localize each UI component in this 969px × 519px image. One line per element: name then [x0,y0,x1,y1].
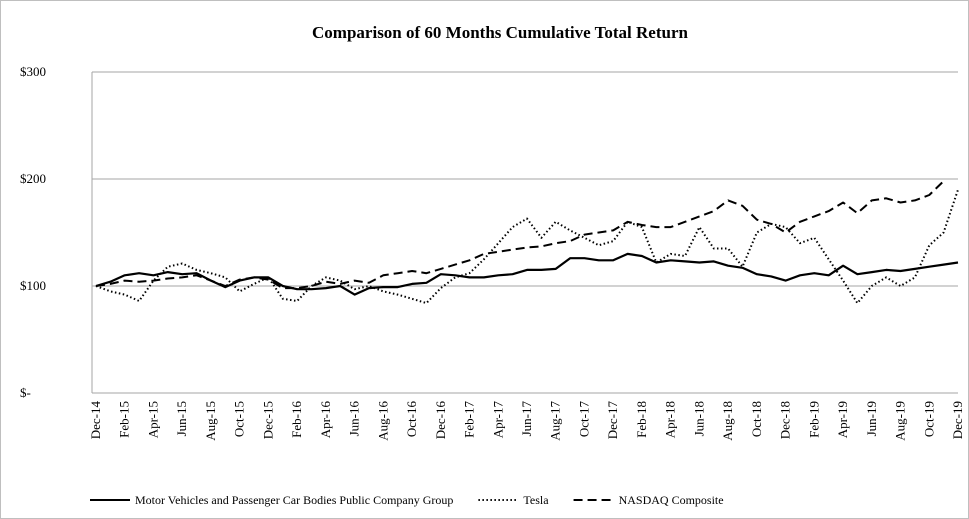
x-tick-label: Oct-19 [921,401,936,437]
y-tick-label: $100 [20,278,46,293]
legend-label: NASDAQ Composite [619,493,724,507]
x-tick-label: Feb-16 [289,401,304,438]
series-line [95,180,945,290]
x-tick-label: Feb-17 [462,401,477,438]
x-tick-label: Jun-16 [347,401,362,437]
x-tick-label: Jun-17 [519,401,534,437]
x-tick-label: Feb-19 [806,401,821,438]
y-tick-label: $200 [20,171,46,186]
y-tick-label: $- [20,385,31,400]
x-tick-label: Oct-16 [404,401,419,438]
x-tick-label: Aug-19 [893,401,908,441]
legend-label: Motor Vehicles and Passenger Car Bodies … [135,493,453,507]
x-tick-label: Aug-16 [375,401,390,441]
x-tick-label: Jun-18 [691,401,706,436]
x-tick-label: Jun-19 [864,401,879,436]
x-tick-label: Oct-17 [576,401,591,438]
x-tick-label: Dec-16 [433,401,448,440]
x-tick-label: Apr-19 [835,401,850,438]
x-tick-label: Dec-17 [605,401,620,440]
x-tick-label: Aug-15 [203,401,218,441]
x-tick-label: Dec-14 [88,401,103,440]
x-tick-label: Apr-17 [490,401,505,439]
x-tick-label: Apr-16 [318,401,333,439]
x-tick-label: Oct-15 [232,401,247,437]
x-tick-label: Dec-19 [950,401,965,439]
x-tick-label: Aug-17 [548,401,563,441]
x-tick-label: Apr-15 [145,401,160,438]
legend-label: Tesla [523,493,549,507]
x-tick-label: Oct-18 [749,401,764,437]
x-tick-label: Feb-15 [117,401,132,438]
x-tick-label: Apr-18 [663,401,678,438]
y-tick-label: $300 [20,64,46,79]
x-tick-label: Dec-15 [260,401,275,439]
series-line [95,189,959,305]
x-tick-label: Jun-15 [174,401,189,436]
x-tick-label: Feb-18 [634,401,649,438]
x-tick-label: Aug-18 [720,401,735,441]
chart-title: Comparison of 60 Months Cumulative Total… [312,23,688,42]
x-tick-label: Dec-18 [778,401,793,439]
